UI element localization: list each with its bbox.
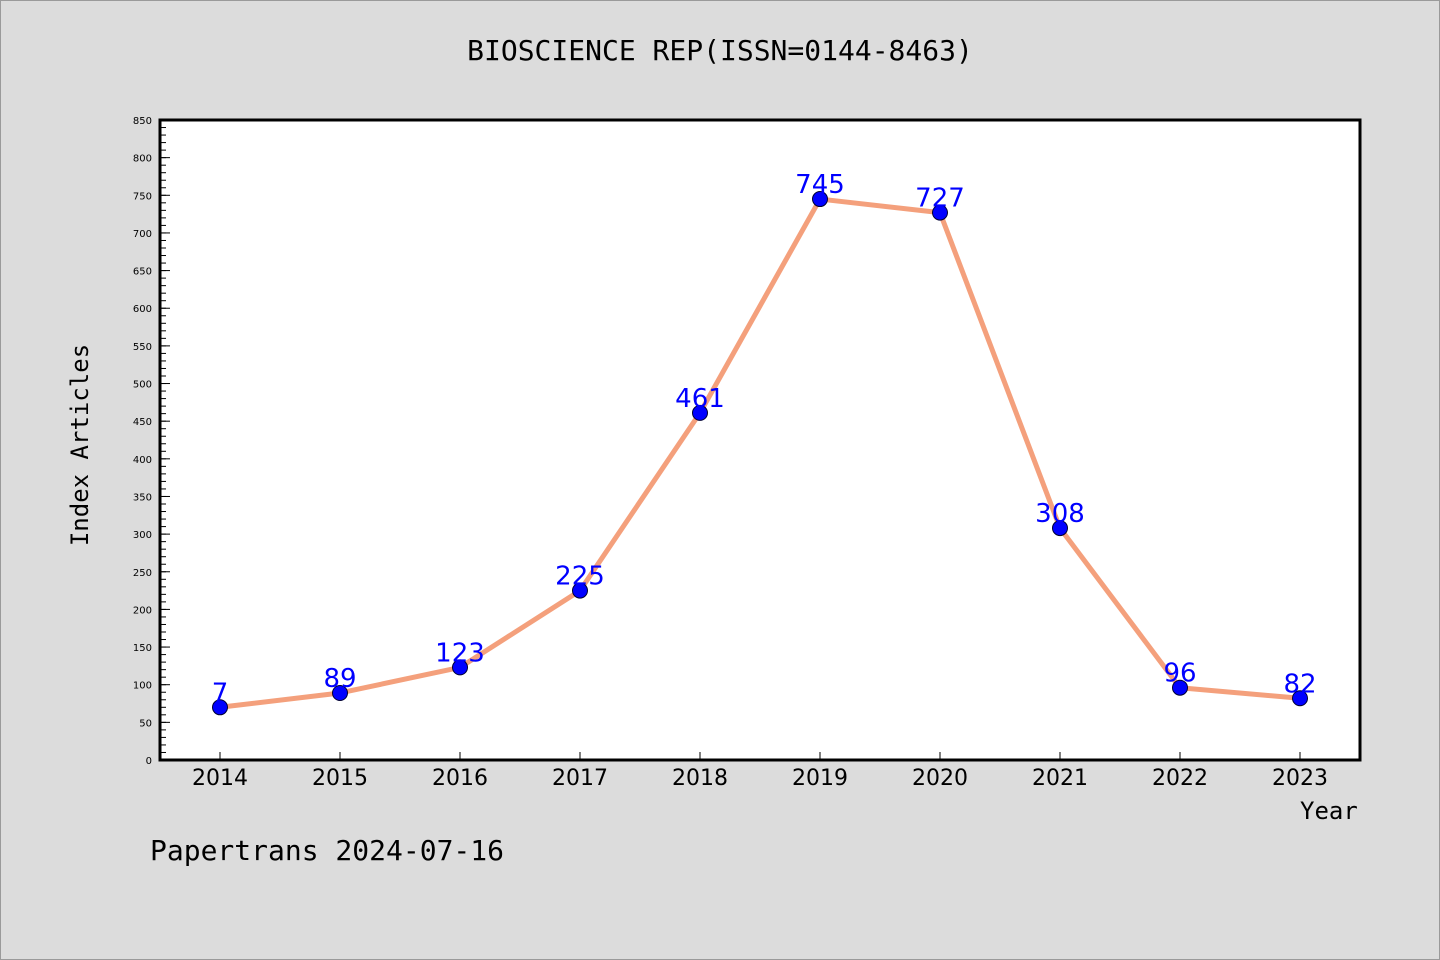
x-tick-label: 2020 <box>912 766 968 791</box>
data-point <box>692 404 708 421</box>
data-point <box>332 684 348 701</box>
data-label: 308 <box>1035 499 1085 529</box>
data-label: 7 <box>212 678 229 708</box>
y-tick-label: 400 <box>133 455 152 466</box>
x-tick-label: 2021 <box>1032 766 1088 791</box>
data-label: 82 <box>1283 669 1316 699</box>
y-tick-label: 800 <box>133 154 152 165</box>
x-tick-label: 2016 <box>432 766 488 791</box>
y-tick-label: 250 <box>133 568 152 579</box>
y-tick-label: 100 <box>133 681 152 692</box>
plot-area <box>160 120 1360 760</box>
x-tick-label: 2022 <box>1152 766 1208 791</box>
y-tick-label: 300 <box>133 530 152 541</box>
data-point <box>452 659 468 676</box>
data-label: 727 <box>915 184 965 214</box>
data-point <box>1292 690 1308 707</box>
data-point <box>1052 520 1068 537</box>
data-label: 461 <box>675 384 725 414</box>
x-tick-label: 2023 <box>1272 766 1328 791</box>
footer-credit: Papertrans 2024-07-16 <box>150 834 505 867</box>
y-tick-label: 650 <box>133 267 152 278</box>
data-label: 96 <box>1163 659 1196 689</box>
x-tick-label: 2014 <box>192 766 248 791</box>
series-line <box>217 196 1303 710</box>
x-tick-label: 2015 <box>312 766 368 791</box>
x-tick-label: 2018 <box>672 766 728 791</box>
data-label: 89 <box>323 664 356 694</box>
y-tick-label: 750 <box>133 191 152 202</box>
x-axis-label: Year <box>1300 797 1358 825</box>
y-tick-label: 500 <box>133 380 152 391</box>
y-tick-label: 0 <box>146 756 152 767</box>
y-tick-label: 600 <box>133 304 152 315</box>
data-label: 123 <box>435 638 485 668</box>
plot-border <box>158 118 1362 762</box>
data-point <box>932 204 948 221</box>
data-point <box>572 582 588 599</box>
data-point <box>812 191 828 208</box>
chart-title: BIOSCIENCE REP(ISSN=0144-8463) <box>467 34 973 67</box>
y-tick-label: 550 <box>133 342 152 353</box>
data-label: 745 <box>795 170 845 200</box>
data-point <box>1172 679 1188 696</box>
y-tick-label: 50 <box>139 718 152 729</box>
x-tick-label: 2019 <box>792 766 848 791</box>
x-tick-label: 2017 <box>552 766 608 791</box>
y-tick-label: 200 <box>133 605 152 616</box>
y-tick-label: 150 <box>133 643 152 654</box>
data-label: 225 <box>555 562 605 592</box>
y-tick-label: 350 <box>133 492 152 503</box>
y-tick-label: 450 <box>133 417 152 428</box>
y-tick-label: 850 <box>133 116 152 127</box>
data-point <box>212 699 228 716</box>
y-tick-label: 700 <box>133 229 152 240</box>
